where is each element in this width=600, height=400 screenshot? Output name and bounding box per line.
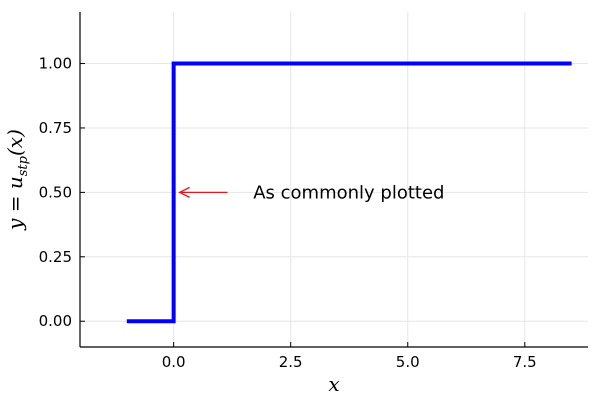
- series-layer: [126, 61, 572, 324]
- y-tick-label-2: 0.50: [39, 183, 72, 201]
- y-axis-title-main: y = u: [3, 176, 27, 231]
- y-tick-label-1: 0.25: [39, 248, 72, 266]
- x-tick-label-3: 7.5: [513, 353, 537, 371]
- axes: [79, 12, 588, 348]
- y-axis-title: y = ustp(x): [3, 129, 31, 231]
- annotation-arrowhead-0: [178, 186, 190, 198]
- annotation-text-0: As commonly plotted: [253, 182, 444, 203]
- annotations: As commonly plotted: [178, 182, 444, 203]
- x-tick-label-2: 5.0: [396, 353, 420, 371]
- y-axis-title-subscript: stp: [16, 155, 31, 176]
- ticks: 0.0 2.5 5.0 7.5 0.00 0.25 0.50 0.75 1.00: [39, 55, 537, 371]
- x-tick-label-1: 2.5: [279, 353, 303, 371]
- y-tick-label-4: 1.00: [39, 55, 72, 73]
- y-tick-label-0: 0.00: [39, 312, 72, 330]
- y-tick-label-3: 0.75: [39, 119, 72, 137]
- series-line-0: [126, 61, 572, 324]
- y-axis-title-tail: (x): [3, 129, 27, 156]
- x-axis-title: x: [328, 372, 339, 396]
- x-tick-label-0: 0.0: [162, 353, 186, 371]
